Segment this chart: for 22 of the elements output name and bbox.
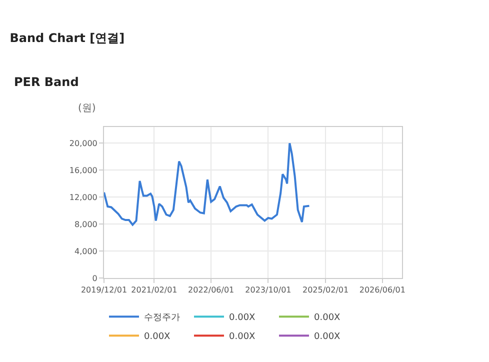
legend-label: 수정주가 [144, 313, 180, 324]
y-axis-title: (원) [78, 103, 96, 114]
legend-label: 0.00X [229, 332, 256, 342]
y-tick-label: 4,000 [74, 246, 98, 256]
legend-label: 0.00X [144, 332, 170, 342]
y-tick-label: 12,000 [69, 192, 98, 202]
legend-label: 0.00X [229, 313, 256, 324]
x-tick-label: 2025/02/01 [302, 286, 349, 295]
x-tick-label: 2026/06/01 [359, 286, 406, 295]
y-tick-label: 0 [92, 274, 98, 283]
chart-title: Band Chart [연결] [10, 31, 125, 46]
legend-label: 0.00X [314, 313, 340, 324]
line-series [104, 142, 310, 226]
x-tick-label: 2022/06/01 [188, 286, 234, 295]
chart-subtitle: PER Band [14, 75, 79, 89]
x-tick-label: 2021/02/01 [131, 286, 178, 295]
legend-label: 0.00X [314, 332, 340, 342]
y-tick-label: 16,000 [69, 166, 98, 175]
x-tick-label: 2019/12/01 [80, 286, 128, 295]
x-tick-label: 2023/10/01 [245, 286, 292, 295]
y-tick-label: 20,000 [69, 138, 98, 148]
y-tick-label: 8,000 [74, 220, 98, 229]
